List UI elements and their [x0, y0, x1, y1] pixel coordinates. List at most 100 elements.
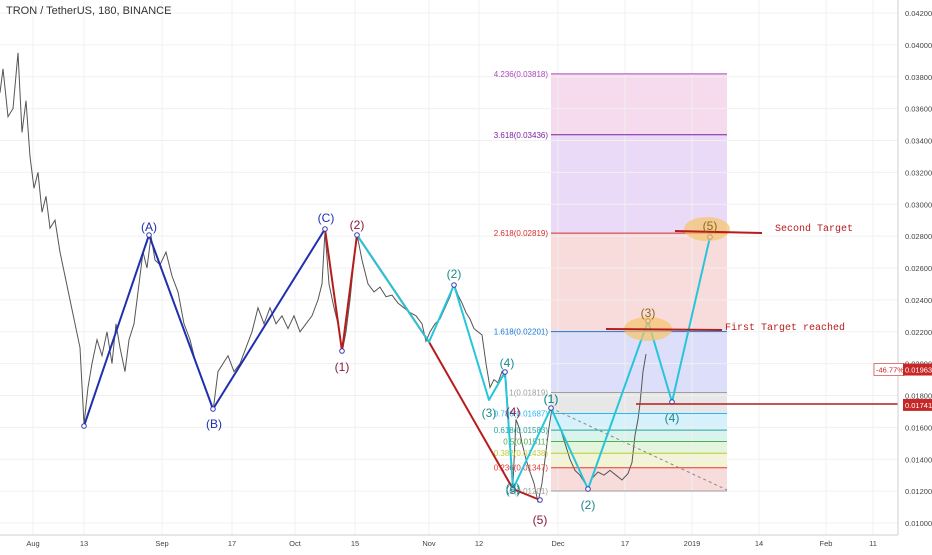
wave-point [585, 486, 591, 492]
chart-title: TRON / TetherUS, 180, BINANCE [6, 5, 172, 17]
wave-label: (2) [447, 267, 462, 281]
wave-lines [81, 226, 728, 503]
fib-level-label: 0.786(0.01687) [494, 410, 549, 419]
first-target-line [605, 328, 723, 331]
last-price-label: 0.01963 [905, 366, 932, 375]
fib-level-label: 0.236(0.01347) [494, 464, 549, 473]
wave-label: (1) [544, 392, 559, 406]
wave-label: (4) [506, 405, 521, 419]
wave-point [339, 348, 345, 354]
wave-label: (C) [318, 211, 335, 225]
fib-level-label: 2.618(0.02819) [494, 229, 549, 238]
fib-level-label: 0(0.01201) [509, 487, 548, 496]
x-tick-label: Aug [26, 539, 39, 548]
second-target-label: Second Target [775, 223, 853, 235]
y-tick-label: 0.03400 [905, 137, 932, 146]
abc-wave-line [83, 228, 326, 427]
wave-label: (5) [506, 483, 521, 497]
fib-bands [551, 73, 727, 491]
fib-band [551, 392, 727, 414]
wave-point [537, 497, 543, 503]
x-tick-label: Sep [155, 539, 168, 548]
x-tick-label: 12 [475, 539, 483, 548]
trend-dashed-line [550, 407, 728, 491]
fib-level-label: 3.618(0.03436) [494, 131, 549, 140]
x-tick-label: 17 [621, 539, 629, 548]
wave-point [146, 232, 152, 238]
wave-point [510, 486, 516, 492]
y-tick-label: 0.01000 [905, 519, 932, 528]
fib-band [551, 331, 727, 393]
x-tick-label: 2019 [684, 539, 701, 548]
y-tick-label: 0.02200 [905, 328, 932, 337]
fib-level-label: 1(0.01819) [509, 388, 548, 397]
y-tick-label: 0.01800 [905, 392, 932, 401]
fib-level-label: 0.618(0.01583) [494, 426, 549, 435]
price-line [0, 52, 647, 503]
fib-level-label: 0.5(0.01511) [503, 438, 548, 447]
wave-label: (B) [206, 417, 222, 431]
x-tick-label: 17 [228, 539, 236, 548]
wave-point [210, 406, 216, 412]
support-price-label: 0.01741 [905, 401, 932, 410]
cyan-subwave-line [356, 234, 514, 490]
right-axis-bg [898, 0, 932, 550]
fib-band [551, 134, 727, 234]
fib-level-label: 0.382(0.01438) [494, 449, 549, 458]
fib-band [551, 233, 727, 332]
first-target-label: First Target reached [725, 322, 845, 334]
y-tick-label: 0.03600 [905, 105, 932, 114]
fib-band [551, 453, 727, 468]
x-tick-label: Oct [289, 539, 302, 548]
change-pct-label: -46.77% [876, 366, 904, 375]
y-tick-label: 0.04200 [905, 9, 932, 18]
x-tick-label: 14 [755, 539, 763, 548]
y-tick-label: 0.04000 [905, 41, 932, 50]
wave-label: (1) [335, 360, 350, 374]
fib-band [551, 73, 727, 135]
wave-label: (4) [665, 411, 680, 425]
last-price-tag [903, 363, 932, 376]
fib-level-label: 1.618(0.02201) [494, 328, 549, 337]
fib-levels: 4.236(0.03818) 3.618(0.03436) 2.618(0.0281… [494, 70, 727, 496]
fib-band [551, 467, 727, 491]
cyan-projection-line [512, 236, 711, 490]
x-tick-label: Nov [422, 539, 436, 548]
wave-label: (5) [533, 513, 548, 527]
wave-point [354, 232, 360, 238]
fib-band [551, 441, 727, 454]
x-tick-label: Feb [820, 539, 833, 548]
wave-label: (3) [482, 406, 497, 420]
wave-point [548, 405, 554, 411]
y-tick-label: 0.02800 [905, 232, 932, 241]
x-tick-label: Dec [551, 539, 565, 548]
y-tick-label: 0.03200 [905, 168, 932, 177]
wave-label: (A) [141, 220, 157, 234]
y-tick-label: 0.01200 [905, 487, 932, 496]
x-tick-label: 13 [80, 539, 88, 548]
y-tick-label: 0.02600 [905, 264, 932, 273]
fib-band [551, 430, 727, 442]
y-tick-label: 0.03800 [905, 73, 932, 82]
bottom-axis-bg [0, 535, 932, 550]
second-target-ellipse [684, 217, 730, 241]
x-tick-label: 15 [351, 539, 359, 548]
support-price-tag [903, 398, 932, 411]
impulse-down-line [512, 488, 541, 501]
y-tick-label: 0.01400 [905, 455, 932, 464]
wave-label: (1) [544, 392, 559, 406]
y-tick-label: 0.03000 [905, 200, 932, 209]
wave-label: (4) [500, 356, 515, 370]
annotations: First Target reached Second Target (A) (B) (… [141, 211, 898, 527]
wave-label: (3) [506, 481, 521, 495]
y-tick-label: 0.01600 [905, 423, 932, 432]
wave-point [322, 226, 328, 232]
fib-band [551, 413, 727, 431]
fib-level-label: 4.236(0.03818) [494, 70, 549, 79]
grid [0, 0, 898, 535]
wave-label: (3) [641, 306, 656, 320]
wave-point [81, 423, 87, 429]
